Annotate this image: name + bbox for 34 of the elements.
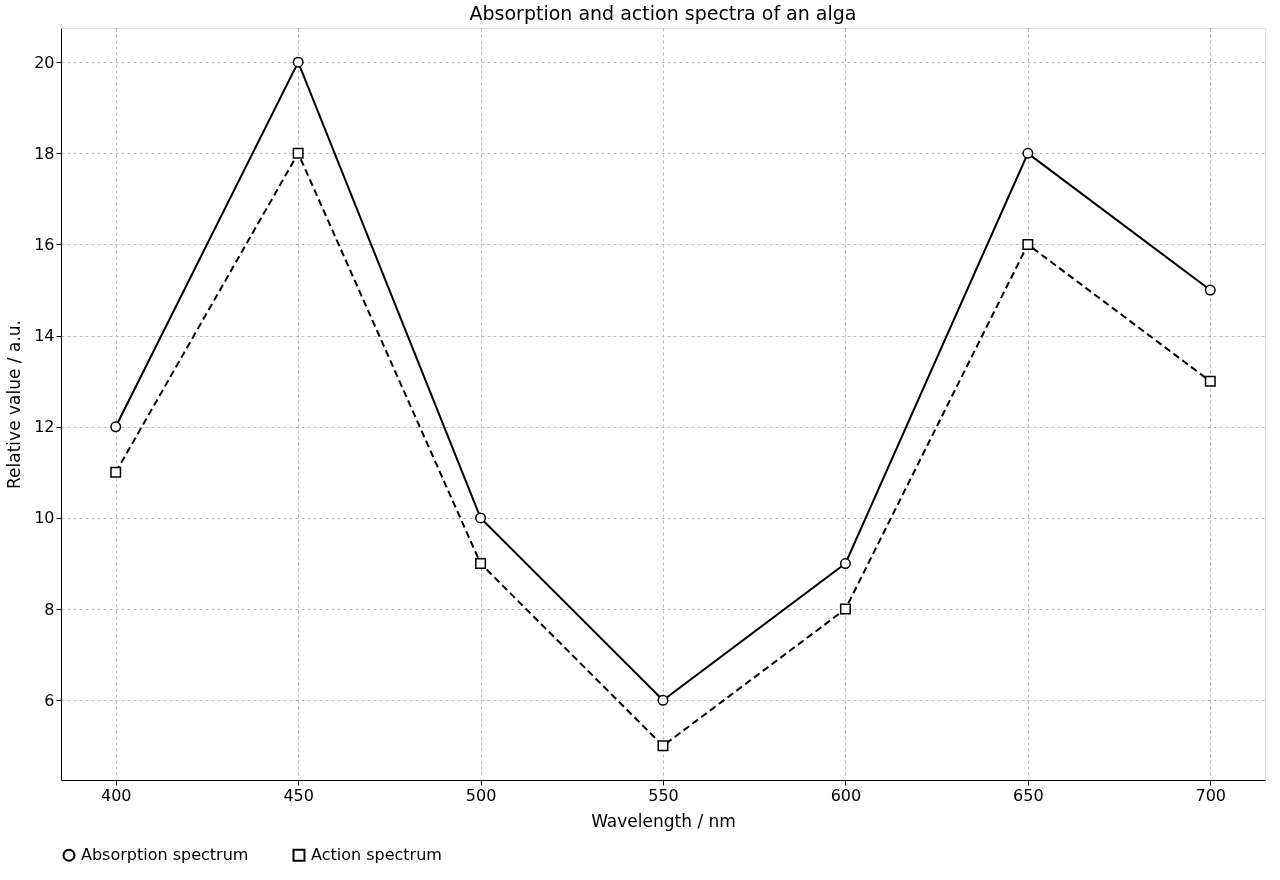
x-tick-label: 500	[465, 785, 497, 805]
point	[1022, 147, 1034, 159]
x-axis-title: Wavelength / nm	[591, 810, 736, 831]
point	[110, 466, 122, 478]
x-tick-label: 600	[830, 785, 862, 805]
x-tick-label: 450	[283, 785, 314, 805]
point	[292, 56, 304, 68]
x-tick-label: 400	[100, 785, 132, 805]
point	[657, 740, 669, 752]
point	[475, 558, 487, 570]
point	[1204, 284, 1216, 296]
point	[657, 694, 669, 706]
point	[110, 421, 122, 433]
y-tick-label: 8	[44, 599, 55, 619]
legend-label: Absorption spectrum	[81, 845, 249, 865]
y-tick-label: 18	[34, 143, 55, 163]
y-tick-label: 20	[34, 52, 55, 72]
y-tick-label: 12	[34, 417, 55, 437]
y-tick-label: 6	[44, 690, 55, 710]
point	[839, 603, 851, 615]
y-tick-label: 14	[34, 326, 55, 346]
y-tick-label: 16	[34, 234, 55, 254]
y-tick-label: 10	[34, 508, 55, 528]
point	[475, 512, 487, 524]
chart-title: Absorption and action spectra of an alga	[469, 2, 857, 24]
y-axis-title: Relative value / a.u.	[4, 320, 25, 489]
x-tick-label: 650	[1013, 785, 1044, 805]
point	[1022, 238, 1034, 250]
x-tick-label: 700	[1195, 785, 1227, 805]
legend-label: Action spectrum	[311, 845, 442, 865]
x-tick-label: 550	[648, 785, 679, 805]
point	[292, 147, 304, 159]
point	[1204, 375, 1216, 387]
point	[839, 558, 851, 569]
